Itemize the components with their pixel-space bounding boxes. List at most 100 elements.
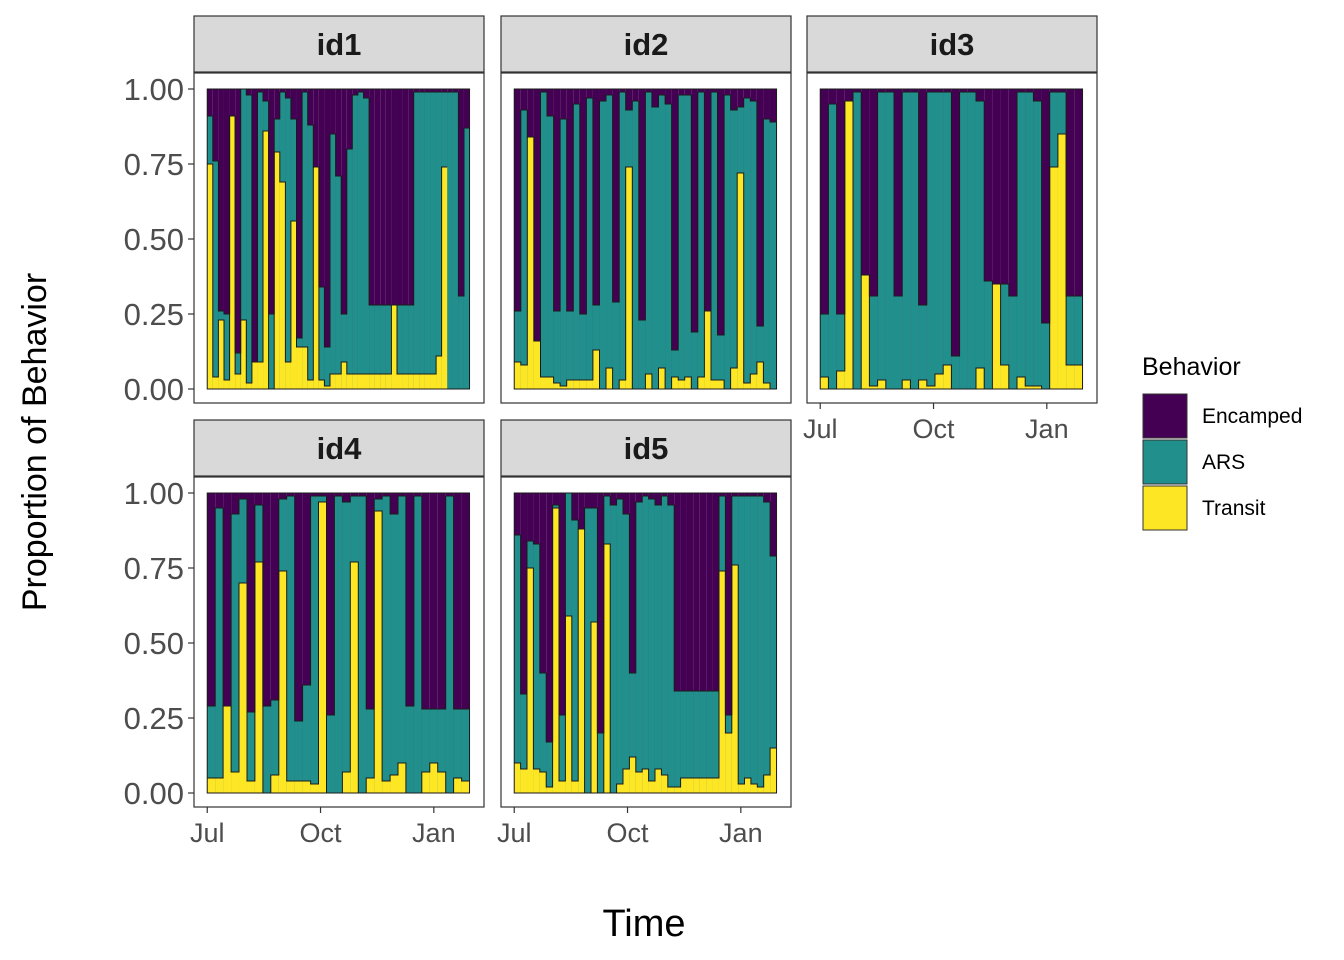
- ars-bar: [246, 95, 252, 389]
- transit-bar: [346, 374, 353, 389]
- transit-bar: [684, 377, 692, 389]
- y-tick-label: 0.25: [124, 701, 184, 736]
- ars-bar: [560, 119, 567, 389]
- ars-bar: [951, 356, 960, 389]
- ars-bar: [212, 161, 219, 389]
- transit-bar: [619, 380, 626, 389]
- transit-bar: [730, 368, 738, 389]
- transit-bar: [1025, 386, 1034, 389]
- transit-bar: [408, 374, 414, 389]
- encamped-bar: [671, 89, 679, 389]
- transit-bar: [674, 787, 681, 793]
- transit-bar: [877, 380, 886, 389]
- transit-bar: [363, 374, 370, 389]
- ars-bar: [520, 110, 528, 389]
- transit-bar: [820, 377, 829, 389]
- transit-bar: [441, 167, 448, 389]
- legend-key-encamped: [1142, 393, 1188, 439]
- transit-bar: [263, 131, 269, 389]
- ars-bar: [413, 92, 420, 389]
- ars-bar: [586, 98, 593, 389]
- ars-bar: [268, 314, 275, 389]
- transit-bar: [770, 748, 777, 793]
- transit-bar: [1066, 365, 1075, 389]
- transit-bar: [285, 362, 291, 389]
- ars-bar: [592, 305, 600, 389]
- transit-bar: [697, 377, 705, 389]
- ars-bar: [667, 505, 675, 793]
- transit-bar: [1057, 134, 1067, 389]
- transit-bar: [1074, 365, 1083, 389]
- transit-outline: [207, 115, 448, 390]
- ars-bar: [885, 92, 895, 389]
- ars-bar: [599, 101, 607, 389]
- ars-bar: [763, 502, 771, 793]
- encamped-bar: [704, 89, 711, 389]
- transit-bar: [861, 275, 870, 389]
- transit-bar: [207, 778, 216, 793]
- ars-bar: [1008, 296, 1017, 389]
- transit-bar: [699, 778, 707, 793]
- ars-bar: [680, 691, 687, 793]
- encamped-bar: [756, 89, 764, 389]
- encamped-bar: [458, 89, 464, 389]
- encamped-bar: [1041, 89, 1050, 389]
- transit-bar: [712, 778, 719, 793]
- ars-bar: [335, 176, 342, 389]
- encamped-bar: [553, 89, 561, 389]
- ars-bar: [750, 101, 757, 389]
- encamped-bar: [1000, 89, 1009, 389]
- ars-bar: [452, 92, 459, 389]
- ars-bar: [385, 305, 392, 389]
- transit-bar: [514, 763, 521, 793]
- ars-bar: [712, 691, 719, 793]
- encamped-bar: [533, 89, 541, 389]
- transit-bar: [274, 152, 280, 389]
- transit-bar: [374, 374, 381, 389]
- ars-bar: [959, 92, 968, 389]
- encamped-bar: [396, 89, 403, 389]
- x-tick-label: Oct: [913, 414, 956, 444]
- transit-bar: [606, 368, 613, 389]
- transit-bar: [654, 769, 662, 793]
- ars-bar: [302, 685, 311, 793]
- transit-bar: [667, 787, 675, 793]
- ars-bar: [769, 122, 777, 389]
- legend-label-transit: Transit: [1202, 497, 1266, 520]
- area-outline: [513, 492, 778, 794]
- ars-bar: [458, 296, 464, 389]
- transit-bar: [391, 305, 397, 389]
- transit-bar: [520, 769, 528, 793]
- ars-bar: [380, 305, 386, 389]
- ars-bar: [869, 296, 878, 389]
- ars-bar: [645, 92, 652, 389]
- y-tick-label: 0.50: [124, 626, 184, 661]
- transit-bar: [231, 772, 240, 793]
- ars-bar: [619, 92, 626, 389]
- ars-bar: [1033, 101, 1042, 389]
- ars-bar: [363, 98, 370, 389]
- ars-bar: [638, 320, 646, 389]
- ars-bar: [334, 496, 343, 793]
- ars-bar: [651, 107, 659, 389]
- transit-bar: [553, 383, 561, 389]
- transit-bar: [223, 380, 230, 389]
- transit-bar: [625, 167, 633, 389]
- transit-bar: [763, 775, 771, 793]
- encamped-bar: [461, 493, 470, 793]
- area-outline: [206, 492, 471, 794]
- facet-id2: id2: [500, 15, 792, 404]
- ars-bar: [934, 92, 944, 389]
- ars-bar: [461, 709, 470, 793]
- ars-bar: [984, 281, 993, 389]
- ars-bar: [743, 98, 751, 389]
- encamped-bar: [566, 89, 574, 389]
- ars-bar: [573, 104, 580, 389]
- ars-bar: [691, 332, 698, 389]
- transit-outline: [820, 100, 1083, 390]
- encamped-bar: [391, 89, 397, 389]
- transit-bar: [218, 320, 224, 389]
- ars-bar: [654, 505, 662, 793]
- ars-bar: [302, 92, 308, 389]
- transit-bar: [520, 365, 528, 389]
